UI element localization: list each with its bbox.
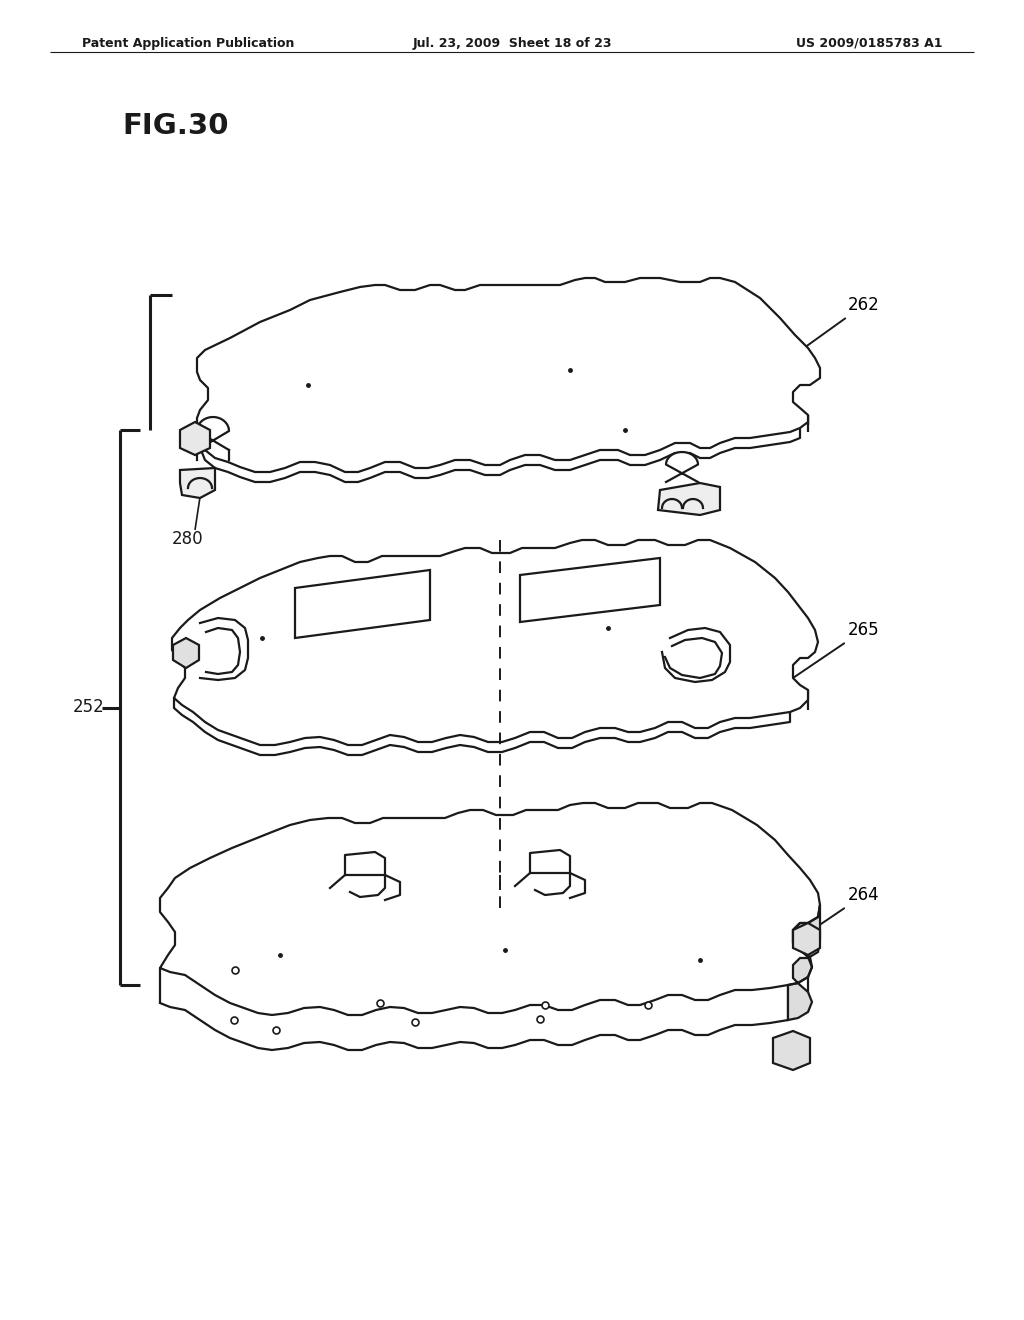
Polygon shape xyxy=(658,483,720,515)
Text: Jul. 23, 2009  Sheet 18 of 23: Jul. 23, 2009 Sheet 18 of 23 xyxy=(413,37,611,50)
Polygon shape xyxy=(295,570,430,638)
Text: 252: 252 xyxy=(74,698,105,717)
Text: 280: 280 xyxy=(670,548,701,566)
Text: 265: 265 xyxy=(793,620,880,678)
Polygon shape xyxy=(180,422,210,455)
Text: 262: 262 xyxy=(793,296,880,356)
Polygon shape xyxy=(788,906,820,1020)
Polygon shape xyxy=(793,923,820,954)
Polygon shape xyxy=(160,803,820,1015)
Text: 280: 280 xyxy=(172,531,204,548)
Polygon shape xyxy=(197,417,229,450)
Polygon shape xyxy=(180,469,215,498)
Polygon shape xyxy=(197,279,820,473)
Polygon shape xyxy=(773,1031,810,1071)
Text: US 2009/0185783 A1: US 2009/0185783 A1 xyxy=(796,37,942,50)
Polygon shape xyxy=(172,540,818,744)
Polygon shape xyxy=(173,638,199,668)
Polygon shape xyxy=(666,451,698,482)
Text: FIG.30: FIG.30 xyxy=(122,112,228,140)
Text: Patent Application Publication: Patent Application Publication xyxy=(82,37,294,50)
Polygon shape xyxy=(520,558,660,622)
Text: 264: 264 xyxy=(793,886,880,944)
